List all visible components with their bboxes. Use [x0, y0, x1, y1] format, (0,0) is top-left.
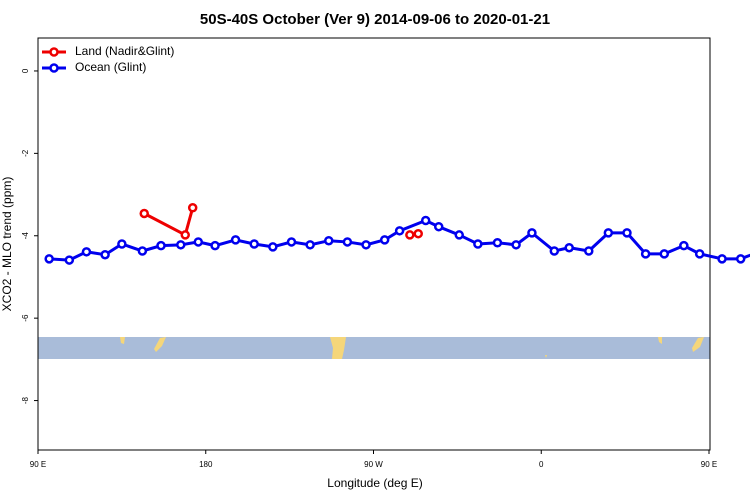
y-tick-label: 0	[21, 68, 30, 73]
x-tick-label: 90 E	[701, 460, 717, 469]
data-point	[139, 208, 149, 219]
data-point	[187, 202, 198, 213]
legend-label: Ocean (Glint)	[75, 60, 146, 74]
data-point	[694, 249, 705, 259]
data-point	[81, 247, 92, 257]
x-tick-label: 0	[539, 460, 544, 469]
data-point	[156, 240, 166, 251]
data-point	[230, 235, 241, 245]
data-point	[473, 239, 483, 249]
data-point	[492, 238, 503, 248]
chart-title: 50S-40S October (Ver 9) 2014-09-06 to 20…	[200, 11, 550, 28]
data-point	[420, 215, 431, 226]
data-point	[268, 242, 278, 252]
data-point	[735, 254, 746, 264]
data-point	[137, 246, 148, 256]
legend-marker	[49, 63, 59, 73]
data-point	[717, 254, 727, 264]
data-point	[549, 246, 560, 256]
data-point	[584, 246, 594, 256]
data-point	[379, 235, 390, 245]
data-point	[603, 228, 614, 238]
data-point	[117, 239, 127, 249]
data-point	[361, 240, 371, 250]
y-tick-label: -6	[21, 314, 30, 322]
data-point	[622, 228, 632, 238]
data-point	[679, 240, 689, 251]
x-tick-label: 90 E	[30, 460, 46, 469]
data-point	[324, 235, 334, 246]
data-point	[405, 230, 415, 240]
data-point	[640, 249, 651, 259]
y-tick-label: -4	[21, 232, 30, 240]
data-point	[193, 237, 204, 247]
data-point	[249, 239, 259, 249]
data-point	[210, 240, 220, 251]
data-point	[527, 228, 537, 238]
data-point	[305, 240, 315, 250]
data-point	[176, 240, 186, 250]
data-point	[564, 242, 574, 253]
x-axis-label: Longitude (deg E)	[327, 476, 422, 490]
y-axis-label: XCO2 - MLO trend (ppm)	[0, 177, 14, 312]
y-tick-label: -2	[21, 149, 30, 157]
data-point	[44, 254, 54, 264]
legend-marker	[49, 47, 59, 57]
x-tick-label: 90 W	[364, 460, 383, 469]
data-point	[659, 249, 670, 259]
data-point	[433, 221, 444, 232]
data-point	[454, 230, 464, 240]
map-strip	[38, 337, 710, 359]
y-tick-label: -8	[21, 396, 30, 404]
x-tick-label: 180	[199, 460, 213, 469]
data-point	[413, 228, 423, 239]
data-point	[100, 249, 110, 260]
data-point	[64, 255, 75, 265]
data-point	[394, 226, 405, 236]
data-point	[511, 240, 521, 250]
legend-label: Land (Nadir&Glint)	[75, 44, 174, 58]
data-point	[342, 237, 353, 247]
data-point	[180, 230, 190, 240]
data-point	[286, 237, 297, 247]
